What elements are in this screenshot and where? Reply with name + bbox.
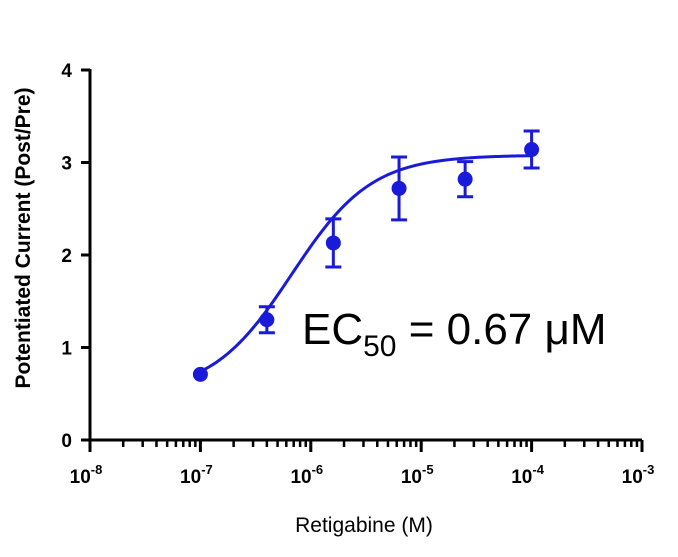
data-point xyxy=(391,180,407,196)
y-tick-label: 2 xyxy=(61,246,72,267)
data-point xyxy=(192,366,208,382)
y-tick-label: 3 xyxy=(61,154,72,175)
y-tick-label: 0 xyxy=(61,431,72,452)
x-axis-title: Retigabine (M) xyxy=(295,514,433,537)
y-tick-label: 4 xyxy=(61,61,72,82)
y-tick-label: 1 xyxy=(61,339,72,360)
data-point xyxy=(259,312,275,328)
data-point xyxy=(524,142,540,158)
x-tick-label-base: 10 xyxy=(180,467,201,488)
ec50-annotation-sub: 50 xyxy=(363,330,396,363)
x-tick-label-base: 10 xyxy=(401,467,422,488)
x-tick-label-exp: -8 xyxy=(91,462,103,477)
x-tick-label-exp: -3 xyxy=(643,462,655,477)
ec50-annotation-rest: = 0.67 μM xyxy=(397,305,607,354)
fit-curve xyxy=(199,154,532,373)
x-tick-label: 10-7 xyxy=(180,462,213,488)
x-tick-label-base: 10 xyxy=(622,467,643,488)
plot-marks xyxy=(192,129,540,382)
x-tick-label: 10-8 xyxy=(70,462,103,488)
x-tick-label: 10-4 xyxy=(511,462,544,488)
x-tick-label-exp: -4 xyxy=(532,462,544,477)
data-point xyxy=(325,235,341,251)
x-tick-label: 10-3 xyxy=(622,462,655,488)
ec50-annotation: EC50 = 0.67 μM xyxy=(302,305,607,363)
ec50-annotation-main: EC xyxy=(302,305,363,354)
x-tick-label-base: 10 xyxy=(511,467,532,488)
data-point xyxy=(457,171,473,187)
x-tick-label-exp: -7 xyxy=(201,462,213,477)
x-tick-label: 10-6 xyxy=(290,462,323,488)
x-tick-label: 10-5 xyxy=(401,462,434,488)
y-axis-title: Potentiated Current (Post/Pre) xyxy=(12,87,35,388)
x-tick-label-base: 10 xyxy=(290,467,311,488)
x-tick-label-base: 10 xyxy=(70,467,91,488)
x-tick-label-exp: -5 xyxy=(422,462,434,477)
x-tick-label-exp: -6 xyxy=(312,462,324,477)
